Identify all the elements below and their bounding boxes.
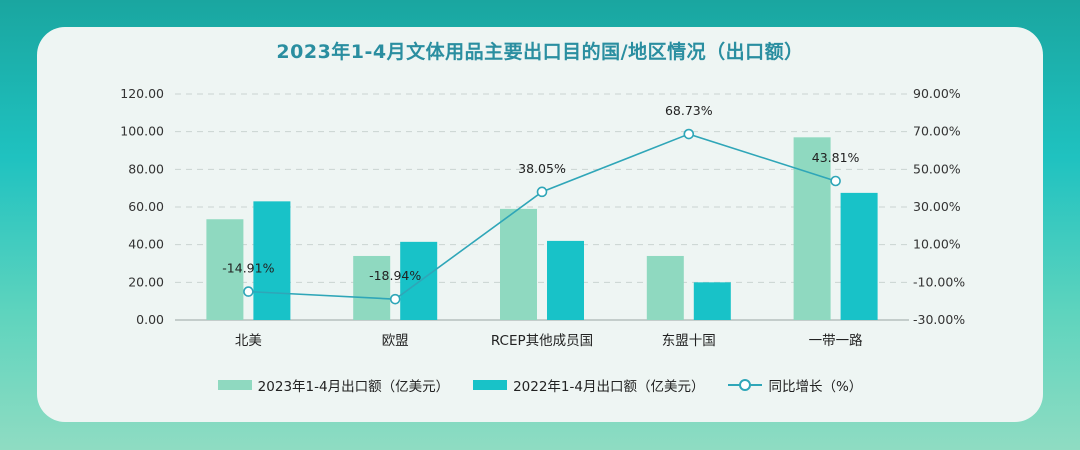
category-label: 一带一路 <box>809 333 863 349</box>
category-label: 东盟十国 <box>662 333 716 349</box>
growth-point <box>830 175 841 187</box>
right-tick-label: -10.00% <box>913 274 965 289</box>
left-tick-label: 80.00 <box>128 161 164 176</box>
chart-legend: 2023年1-4月出口额（亿美元） 2022年1-4月出口额（亿美元） 同比增长… <box>37 375 1043 395</box>
legend-swatch-2022 <box>473 380 508 390</box>
legend-item-growth: 同比增长（%） <box>728 375 862 395</box>
left-tick-label: 120.00 <box>120 86 164 101</box>
growth-point <box>243 286 254 297</box>
growth-data-label: 68.73% <box>665 103 713 118</box>
right-tick-label: 70.00% <box>913 124 961 139</box>
legend-item-2022: 2022年1-4月出口额（亿美元） <box>473 375 704 395</box>
growth-line <box>248 133 836 300</box>
legend-label-growth: 同比增长（%） <box>768 379 863 395</box>
right-tick-label: 10.00% <box>913 237 961 252</box>
left-tick-label: 60.00 <box>128 199 164 214</box>
legend-label-2023: 2023年1-4月出口额（亿美元） <box>257 379 450 395</box>
bar-2022 <box>547 240 584 320</box>
legend-swatch-growth <box>728 379 763 391</box>
bar-2023 <box>206 219 244 320</box>
left-tick-label: 100.00 <box>120 124 164 139</box>
right-tick-label: 30.00% <box>913 199 961 214</box>
category-label: RCEP其他成员国 <box>491 333 593 349</box>
chart-card: 2023年1-4月文体用品主要出口目的国/地区情况（出口额） 0.00 20.00… <box>37 27 1043 422</box>
category-label: 欧盟 <box>382 333 409 349</box>
growth-point <box>389 293 401 305</box>
left-tick-label: 40.00 <box>128 237 164 252</box>
bar-2023 <box>500 208 537 320</box>
right-tick-label: 90.00% <box>913 86 961 101</box>
chart-svg: 0.00 20.00 40.00 60.00 80.00 100.00 120.00 -30.… <box>120 86 965 349</box>
growth-point <box>536 186 548 198</box>
growth-data-label: -14.91% <box>222 261 274 276</box>
bar-2023 <box>353 255 391 320</box>
left-tick-label: 20.00 <box>128 274 164 289</box>
bar-2023 <box>646 255 684 320</box>
legend-label-2022: 2022年1-4月出口额（亿美元） <box>513 379 705 395</box>
right-tick-label: 50.00% <box>913 161 961 176</box>
right-tick-label: -30.00% <box>913 312 965 327</box>
bar-2022 <box>693 282 731 320</box>
left-tick-label: 0.00 <box>136 312 164 327</box>
legend-swatch-2023 <box>217 380 252 390</box>
bar-2022 <box>840 192 878 320</box>
category-label: 北美 <box>235 333 262 349</box>
bar-2023 <box>793 137 831 320</box>
legend-item-2023: 2023年1-4月出口额（亿美元） <box>217 375 450 395</box>
growth-data-label: 38.05% <box>518 161 566 176</box>
bar-2022 <box>400 241 438 320</box>
chart-title: 2023年1-4月文体用品主要出口目的国/地区情况（出口额） <box>276 41 804 63</box>
growth-point <box>683 128 695 140</box>
bar-2022 <box>253 201 291 320</box>
growth-data-label: 43.81% <box>812 150 860 165</box>
growth-data-label: -18.94% <box>369 268 421 283</box>
